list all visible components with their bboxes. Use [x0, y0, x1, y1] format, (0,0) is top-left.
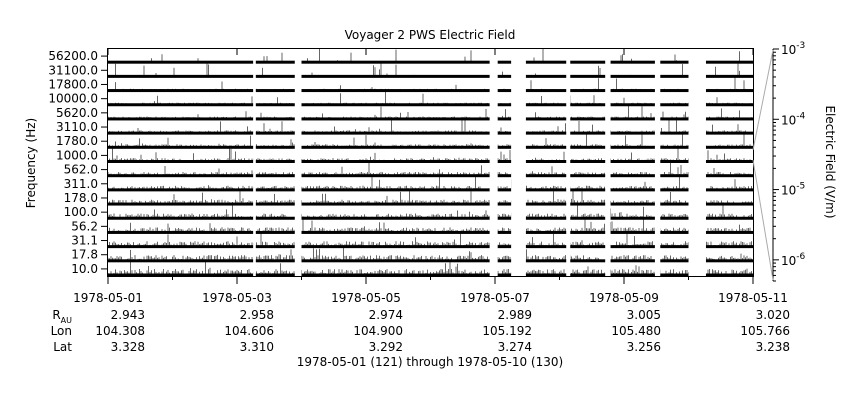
data-gap	[688, 49, 706, 276]
data-gap	[654, 49, 661, 276]
ephemeris-value: 2.943	[111, 308, 145, 322]
channel-baseline	[108, 60, 753, 64]
ephemeris-value: 105.480	[611, 324, 661, 338]
freq-tick-label: 311.0	[64, 177, 98, 191]
freq-tick-label: 5620.0	[56, 106, 98, 120]
time-tick-label: 1978-05-07	[460, 291, 530, 305]
colorbar-tick-label: 10-4	[781, 111, 806, 127]
freq-tick-label: 562.0	[64, 163, 98, 177]
colorbar-connector	[752, 49, 774, 151]
channel-baseline	[108, 117, 753, 121]
data-gaps	[253, 49, 706, 276]
freq-tick-label: 17.8	[71, 248, 98, 262]
freq-tick-label: 31.1	[71, 234, 98, 248]
colorbar-tick-label: 10-6	[781, 252, 806, 268]
ephemeris-value: 3.292	[369, 340, 403, 354]
channel-baseline	[108, 216, 753, 220]
freq-tick-label: 10.0	[71, 262, 98, 276]
data-gap	[605, 49, 611, 276]
data-gap	[511, 49, 526, 276]
freq-tick-label: 3110.0	[56, 120, 98, 134]
channel-baseline	[108, 174, 753, 178]
freq-tick-label: 56.2	[71, 219, 98, 233]
frequency-axis: 56200.031100.017800.010000.05620.03110.0…	[48, 49, 108, 276]
colorbar-tick-label: 10-5	[781, 182, 805, 198]
colorbar-tick-label: 10-3	[781, 41, 805, 57]
channel-baseline	[108, 245, 753, 249]
ephemeris-value: 3.310	[240, 340, 274, 354]
ephemeris-value: 104.308	[95, 324, 145, 338]
time-tick-label: 1978-05-03	[202, 291, 272, 305]
channel-baseline	[108, 145, 753, 149]
ephemeris-value: 3.238	[756, 340, 790, 354]
channel-baseline	[108, 188, 753, 192]
channel-baseline	[108, 103, 753, 107]
ephemeris-value: 104.606	[224, 324, 274, 338]
time-tick-label: 1978-05-05	[331, 291, 401, 305]
ephemeris-value: 2.958	[240, 308, 274, 322]
data-gap	[489, 49, 498, 276]
ephemeris-value: 3.328	[111, 340, 145, 354]
data-gap	[253, 49, 256, 276]
freq-tick-label: 17800.0	[48, 77, 98, 91]
freq-tick-label: 178.0	[64, 191, 98, 205]
data-gap	[294, 49, 302, 276]
ephemeris-value: 2.974	[369, 308, 403, 322]
channel-baseline	[108, 230, 753, 234]
chart-title: Voyager 2 PWS Electric Field	[345, 28, 516, 42]
channel-baseline	[108, 74, 753, 78]
time-tick-label: 1978-05-01	[73, 291, 143, 305]
time-axis: 1978-05-01 1978-05-03 1978-05-05 1978-05-07…	[73, 49, 788, 305]
time-tick-label: 1978-05-09	[589, 291, 659, 305]
ephemeris-table: RAU 2.943 2.958 2.974 2.989 3.005 3.020 Lon 104.…	[51, 308, 790, 354]
ephemeris-value: 3.256	[627, 340, 661, 354]
colorbar-connector	[752, 159, 774, 281]
freq-tick-label: 31100.0	[48, 63, 98, 77]
channel-baseline	[108, 273, 753, 277]
time-range-label: 1978-05-01 (121) through 1978-05-10 (130…	[297, 355, 563, 369]
ephemeris-value: 3.020	[756, 308, 790, 322]
ephemeris-value: 3.005	[627, 308, 661, 322]
colorbar: 10-3 10-4 10-5 10-6	[752, 41, 806, 282]
freq-tick-label: 1000.0	[56, 148, 98, 162]
data-gap	[566, 49, 571, 276]
ephemeris-value: 105.766	[740, 324, 790, 338]
ephemeris-value: 105.192	[482, 324, 532, 338]
ephemeris-value: 2.989	[498, 308, 532, 322]
freq-tick-label: 10000.0	[48, 92, 98, 106]
channel-baseline	[108, 131, 753, 135]
freq-tick-label: 1780.0	[56, 134, 98, 148]
channel-baseline	[108, 259, 753, 263]
colorbar-label: Electric Field (V/m)	[823, 105, 837, 218]
time-tick-label: 1978-05-11	[718, 291, 788, 305]
ephemeris-row-label: Lat	[53, 340, 72, 354]
ephemeris-value: 104.900	[353, 324, 403, 338]
y-axis-label: Frequency (Hz)	[24, 118, 38, 209]
channel-baseline	[108, 89, 753, 93]
channel-baseline	[108, 160, 753, 163]
freq-tick-label: 100.0	[64, 205, 98, 219]
ephemeris-row-label: RAU	[52, 308, 72, 325]
channel-baseline	[108, 202, 753, 206]
freq-tick-label: 56200.0	[48, 49, 98, 63]
ephemeris-row-label: Lon	[51, 324, 72, 338]
ephemeris-value: 3.274	[498, 340, 532, 354]
